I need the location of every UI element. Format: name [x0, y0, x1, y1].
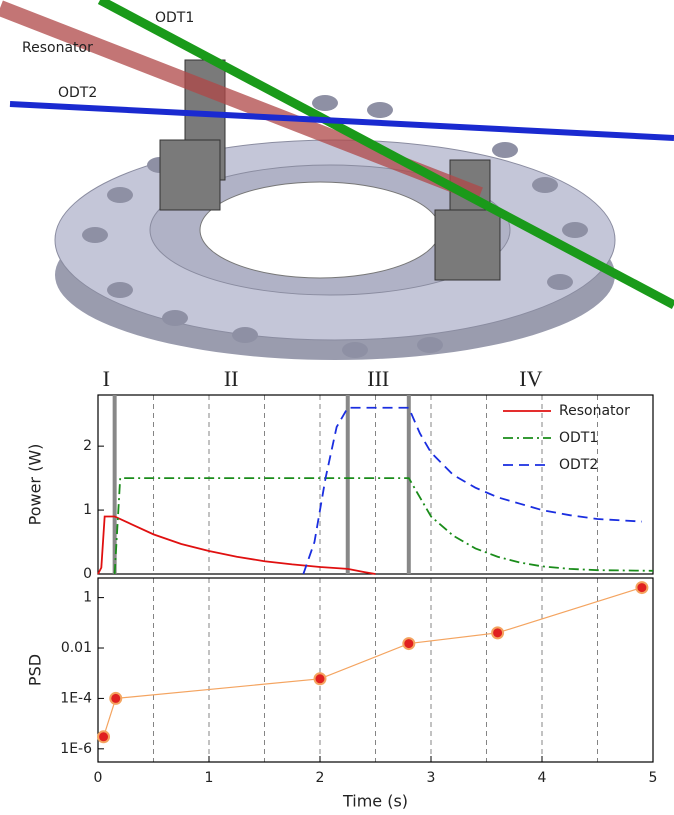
x-tick-label: 2	[316, 770, 325, 786]
y-tick-label: 0	[83, 566, 92, 582]
y-tick-label: 1	[83, 590, 92, 606]
plot-frame	[98, 395, 653, 574]
data-point	[98, 731, 109, 742]
render-label: ODT2	[58, 85, 97, 101]
stage-label: I	[103, 366, 110, 391]
x-tick-label: 1	[205, 770, 214, 786]
x-axis-label: Time (s)	[342, 792, 408, 811]
data-point	[403, 638, 414, 649]
series-line	[98, 516, 376, 574]
y-axis-label: PSD	[26, 654, 45, 686]
data-point	[315, 673, 326, 684]
y-axis-label: Power (W)	[26, 444, 45, 526]
legend-label: ODT2	[559, 457, 598, 473]
x-tick-label: 3	[427, 770, 436, 786]
flange-hole	[200, 182, 440, 278]
legend-label: Resonator	[559, 403, 630, 419]
legend-label: ODT1	[559, 430, 598, 446]
data-point	[492, 627, 503, 638]
x-tick-label: 0	[94, 770, 103, 786]
render-label: Resonator	[22, 40, 93, 56]
data-point	[110, 693, 121, 704]
x-tick-label: 4	[538, 770, 547, 786]
figure: ODT1 Resonator ODT2 012Power (W)IIIIIIIV…	[0, 0, 674, 815]
stage-label: II	[224, 366, 239, 391]
render: ODT1 Resonator ODT2	[0, 0, 674, 360]
y-tick-label: 1	[83, 502, 92, 518]
series-line	[115, 478, 653, 574]
stage-label: III	[367, 366, 389, 391]
y-tick-label: 1E-4	[60, 690, 92, 706]
series-line	[104, 588, 642, 737]
render-label: ODT1	[155, 10, 194, 26]
y-tick-label: 2	[83, 438, 92, 454]
y-tick-label: 1E-6	[60, 741, 92, 757]
y-tick-label: 0.01	[61, 640, 92, 656]
data-point	[636, 582, 647, 593]
x-tick-label: 5	[649, 770, 658, 786]
stage-label: IV	[519, 366, 542, 391]
